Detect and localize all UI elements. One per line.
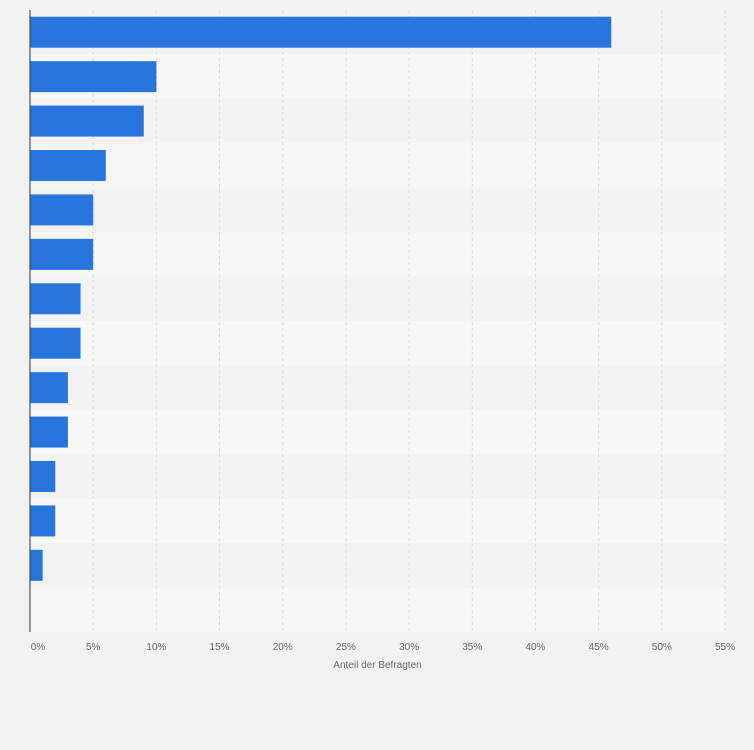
x-tick-label: 15% bbox=[210, 642, 230, 653]
bar bbox=[30, 61, 157, 93]
bar bbox=[30, 105, 144, 137]
x-axis-label: Anteil der Befragten bbox=[333, 660, 421, 671]
x-tick-label: 25% bbox=[336, 642, 356, 653]
gridlines bbox=[92, 10, 726, 632]
plot-band bbox=[30, 187, 725, 233]
bar bbox=[30, 505, 56, 537]
bar bbox=[30, 372, 68, 404]
plot-band bbox=[30, 365, 725, 410]
x-tick-label: 20% bbox=[273, 642, 293, 653]
plot-band bbox=[30, 232, 725, 277]
plot-band bbox=[30, 98, 725, 144]
bar bbox=[30, 461, 56, 492]
x-tick-label: 40% bbox=[525, 642, 545, 653]
plot-band bbox=[30, 543, 725, 588]
x-tick-label: 10% bbox=[146, 642, 166, 653]
x-tick-label: 45% bbox=[589, 642, 609, 653]
bar bbox=[30, 16, 612, 48]
plot-background-bands bbox=[30, 10, 725, 632]
bar bbox=[30, 150, 106, 181]
bar bbox=[30, 283, 81, 315]
plot-band bbox=[30, 454, 725, 499]
bar bbox=[30, 416, 68, 448]
plot-band bbox=[30, 498, 725, 544]
x-tick-label: 30% bbox=[399, 642, 419, 653]
bar bbox=[30, 194, 94, 226]
bar bbox=[30, 549, 43, 581]
x-tick-label: 5% bbox=[86, 642, 101, 653]
plot-band bbox=[30, 587, 725, 632]
plot-band bbox=[30, 143, 725, 188]
x-axis-tick-labels: 0% 5% 10% 15% 20% 25% 30% 35% 40% 45% 50% 55% bbox=[31, 642, 735, 653]
plot-band bbox=[30, 276, 725, 321]
x-tick-label: 55% bbox=[715, 642, 735, 653]
bar bbox=[30, 238, 94, 270]
plot-band bbox=[30, 321, 725, 366]
plot-band bbox=[30, 409, 725, 455]
x-tick-label: 35% bbox=[462, 642, 482, 653]
bar bbox=[30, 327, 81, 359]
x-tick-label: 0% bbox=[31, 642, 46, 653]
x-tick-label: 50% bbox=[652, 642, 672, 653]
bars bbox=[30, 16, 612, 581]
